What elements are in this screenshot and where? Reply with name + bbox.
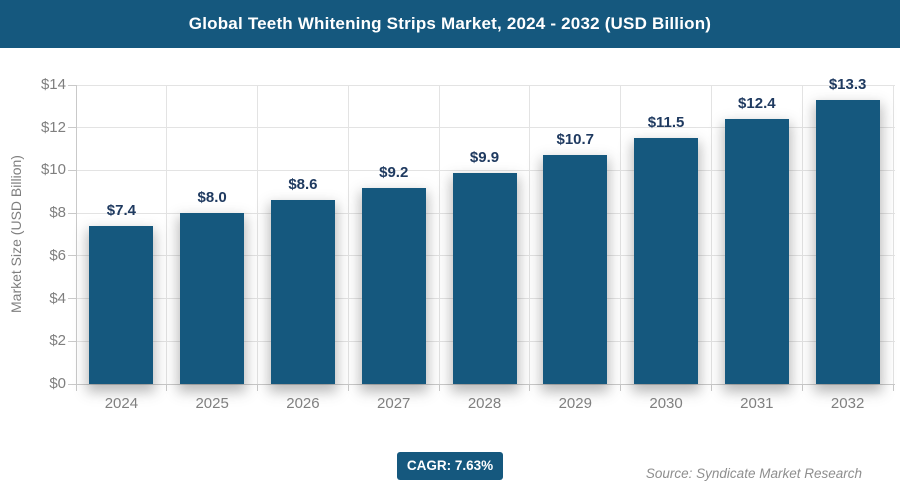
bar [180,213,245,384]
bar-value-label: $10.7 [556,131,595,149]
gridline-horizontal [76,84,895,86]
gridline-vertical [710,85,712,384]
gridline-horizontal [76,127,895,129]
gridline-vertical [438,85,440,384]
x-axis-tick [620,385,622,391]
y-tick-label: $8 [49,204,66,222]
plot-area: $0 $2 $4 $6 $8 $10 $12 $14 $7.4 2024 $8.0 2025 $8.6 2… [41,76,895,412]
x-axis-tick [166,385,168,391]
bar [815,99,880,384]
y-axis-tick [68,169,76,171]
gridline-vertical [801,85,803,384]
bar-value-label: $7.4 [106,201,136,219]
x-axis-tick [347,385,349,391]
x-tick-label: 2028 [467,395,502,412]
y-axis-tick [68,298,76,300]
x-axis-tick [257,385,259,391]
x-axis-tick [75,385,77,391]
bar [724,119,789,384]
x-tick-label: 2027 [377,395,411,412]
y-axis-tick [68,84,76,86]
y-tick-label: $0 [49,375,66,392]
bar-value-label: $9.2 [379,163,409,181]
y-tick-label: $10 [40,161,66,179]
y-axis-tick [68,127,76,129]
bar [361,187,426,384]
y-tick-label: $2 [49,332,66,350]
y-tick-label: $4 [49,289,66,307]
gridline-horizontal [76,169,895,171]
bar-value-label: $8.0 [197,189,227,207]
x-axis-tick [438,385,440,391]
x-axis-tick [710,385,712,391]
bar-value-label: $8.6 [288,176,318,194]
x-tick-label: 2024 [104,395,139,412]
bar-value-label: $9.9 [469,148,500,166]
bar [270,200,335,384]
x-tick-label: 2025 [195,395,229,412]
bar [634,138,699,384]
bar-value-label: $12.4 [738,95,776,113]
x-tick-label: 2026 [286,395,320,412]
y-tick-label: $12 [40,118,66,136]
bar-value-label: $11.5 [647,114,685,132]
source-credit: Source: Syndicate Market Research [645,466,862,481]
gridline-vertical [166,85,168,384]
x-axis-tick [529,385,531,391]
y-tick-label: $6 [49,246,66,264]
x-axis-line [68,384,895,385]
chart-title: Global Teeth Whitening Strips Market, 20… [188,14,712,33]
gridline-vertical [529,85,531,384]
x-tick-label: 2031 [740,395,774,412]
y-axis-tick [68,340,76,342]
y-axis-tick [68,212,76,214]
bar [452,172,517,384]
gridline-vertical [620,85,622,384]
gridline-vertical [347,85,349,384]
gridline-vertical [892,85,894,384]
y-tick-label: $14 [40,76,66,93]
x-axis-tick [892,385,894,391]
x-tick-label: 2032 [830,395,865,412]
x-tick-label: 2029 [558,395,592,412]
y-axis-tick [68,255,76,257]
title-bar: Global Teeth Whitening Strips Market, 20… [0,0,900,48]
bar [543,155,608,384]
x-tick-label: 2030 [649,395,683,412]
cagr-badge: CAGR: 7.63% [397,452,503,480]
y-axis-line [76,85,77,384]
gridline-vertical [257,85,259,384]
bar [89,225,154,384]
x-axis-tick [801,385,803,391]
bar-value-label: $13.3 [828,75,867,93]
